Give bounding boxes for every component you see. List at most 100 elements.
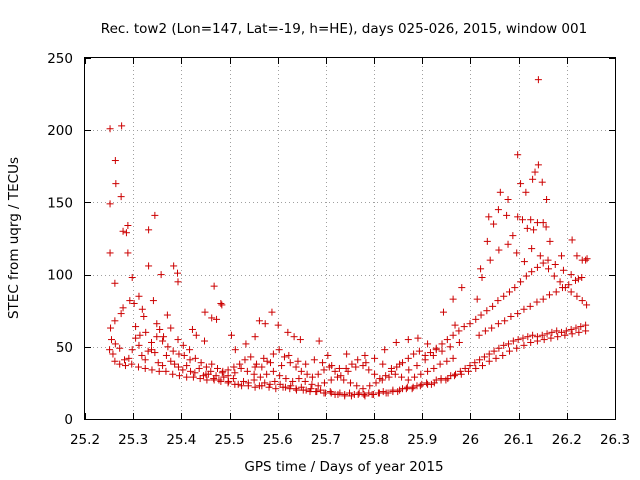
data-point	[346, 379, 354, 387]
data-point	[379, 360, 387, 368]
data-point	[301, 377, 309, 385]
data-point	[203, 376, 211, 384]
data-point	[489, 302, 497, 310]
data-point	[207, 367, 215, 375]
data-point	[443, 357, 451, 365]
data-point	[287, 382, 295, 390]
data-point	[218, 301, 226, 309]
data-point	[486, 256, 494, 264]
data-point	[111, 357, 119, 365]
data-point	[485, 213, 493, 221]
data-point	[159, 362, 167, 370]
data-point	[251, 363, 259, 371]
data-point	[456, 367, 464, 375]
data-point	[238, 382, 246, 390]
data-point	[509, 337, 517, 345]
data-point	[348, 360, 356, 368]
data-point	[220, 373, 228, 381]
data-point	[256, 373, 264, 381]
data-point	[542, 223, 550, 231]
x-tick-labels: 25.2 25.3 25.4 25.5 25.6 25.7 25.8 25.9 26 26.1 26…	[70, 432, 630, 448]
data-point	[362, 359, 370, 367]
data-point	[416, 382, 424, 390]
data-point	[344, 367, 352, 375]
data-point	[307, 385, 315, 393]
data-point	[488, 324, 496, 332]
data-point	[465, 367, 473, 375]
data-point	[306, 388, 314, 396]
data-point	[195, 364, 203, 372]
data-point	[404, 336, 412, 344]
data-point	[147, 338, 155, 346]
data-point	[162, 351, 170, 359]
data-point	[183, 362, 191, 370]
data-point	[582, 327, 590, 335]
data-point	[247, 353, 255, 361]
data-point	[558, 252, 566, 260]
data-point	[514, 336, 522, 344]
data-point	[296, 336, 304, 344]
data-point	[153, 320, 161, 328]
data-point	[402, 385, 410, 393]
data-point	[242, 340, 250, 348]
data-point	[132, 323, 140, 331]
data-point	[109, 350, 117, 358]
data-point	[124, 249, 132, 257]
data-point	[520, 258, 528, 266]
data-point	[424, 380, 432, 388]
data-point	[382, 372, 390, 380]
data-point	[527, 216, 535, 224]
data-point	[196, 375, 204, 383]
data-point	[214, 364, 221, 372]
data-point	[128, 360, 136, 368]
data-point	[523, 224, 531, 232]
data-point	[500, 292, 508, 300]
data-point	[217, 377, 225, 385]
data-point	[359, 385, 367, 393]
data-point	[108, 336, 115, 344]
data-point	[141, 356, 149, 364]
data-point	[251, 333, 259, 341]
data-point	[567, 271, 575, 279]
data-point	[202, 370, 210, 378]
data-point	[124, 222, 132, 230]
data-point	[267, 359, 274, 367]
data-point	[151, 349, 159, 357]
data-point	[393, 363, 401, 371]
data-point	[157, 271, 165, 279]
data-point	[504, 240, 512, 248]
data-point	[404, 354, 412, 362]
y-tick-label: 200	[47, 123, 73, 139]
data-point	[354, 356, 362, 364]
data-point	[449, 331, 457, 339]
data-point	[208, 360, 216, 368]
data-point	[213, 315, 221, 323]
data-point	[111, 340, 119, 348]
data-point	[170, 262, 178, 270]
data-point	[514, 151, 522, 159]
data-point	[116, 360, 124, 368]
data-point	[317, 386, 325, 394]
data-point	[121, 362, 129, 370]
data-point	[490, 347, 498, 355]
data-point	[145, 262, 153, 270]
data-point	[265, 383, 273, 391]
data-point	[392, 338, 400, 346]
data-point	[494, 206, 502, 214]
data-point	[313, 388, 321, 396]
data-point	[229, 375, 237, 383]
data-point	[250, 370, 258, 378]
y-tick-label: 0	[64, 412, 73, 428]
data-point	[154, 359, 162, 367]
data-point	[258, 363, 266, 371]
data-point	[471, 359, 479, 367]
data-point	[444, 375, 452, 383]
data-point	[421, 356, 429, 364]
data-point	[142, 328, 150, 336]
data-point	[155, 367, 163, 375]
data-point	[517, 278, 525, 286]
data-point	[372, 379, 380, 387]
y-tick-label: 250	[47, 51, 73, 67]
data-point	[186, 346, 194, 354]
data-point	[539, 259, 547, 267]
